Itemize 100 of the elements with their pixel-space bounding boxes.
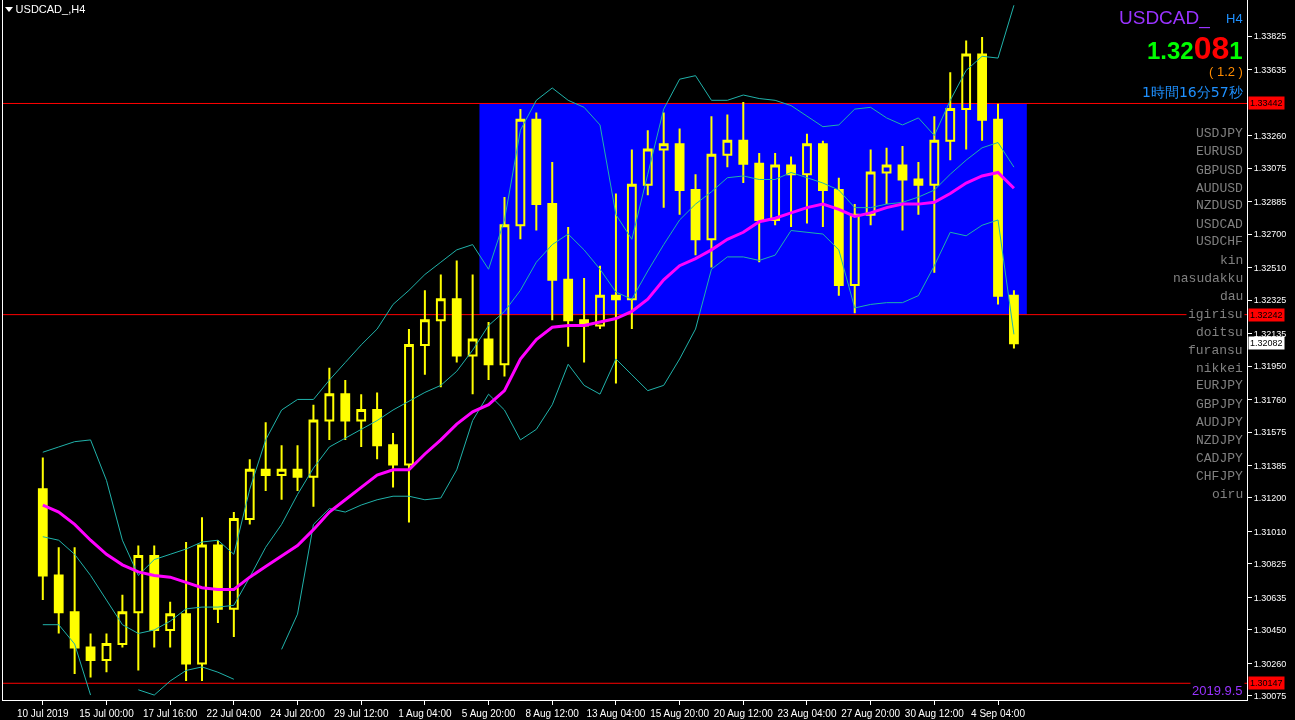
candlestick — [244, 458, 255, 526]
ref-line-label: 1.33442 — [1250, 98, 1283, 108]
candlestick — [85, 632, 96, 679]
candlestick — [340, 379, 351, 441]
candlestick — [531, 111, 542, 232]
candlestick — [595, 264, 605, 331]
text: GBPUSD — [1196, 163, 1244, 178]
y-tick-label: 1.31760 — [1253, 394, 1287, 405]
text: 1時間16分57秒 — [1142, 84, 1243, 100]
chart-title: USDCAD_,H4 — [15, 2, 86, 15]
y-tick-label: 1.33260 — [1253, 130, 1287, 141]
text: 2019.9.5 — [1192, 683, 1243, 698]
x-tick-label: 1 Aug 04:00 — [398, 708, 453, 719]
candlestick — [849, 203, 860, 315]
candlestick — [929, 115, 940, 274]
text: CADJPY — [1196, 451, 1244, 466]
candlestick — [706, 115, 717, 269]
candlestick — [579, 277, 589, 364]
candlestick — [658, 111, 669, 209]
x-tick-label: 4 Sep 04:00 — [971, 708, 1026, 719]
y-tick-label: 1.30260 — [1253, 658, 1287, 669]
candlestick — [324, 366, 335, 441]
text: kin — [1220, 253, 1244, 268]
text: oiru — [1212, 487, 1244, 502]
candlestick — [977, 35, 987, 142]
candlestick — [149, 544, 160, 649]
x-tick-label: 23 Aug 04:00 — [777, 708, 837, 719]
x-tick-label: 15 Jul 00:00 — [79, 708, 135, 719]
y-tick-label: 1.33825 — [1253, 31, 1287, 42]
text: doitsu — [1196, 325, 1243, 340]
candlestick — [626, 148, 637, 331]
candlestick — [1009, 289, 1019, 350]
candlestick — [53, 546, 64, 635]
x-tick-label: 24 Jul 20:00 — [270, 708, 326, 719]
text: CHFJPY — [1196, 469, 1244, 484]
candlestick — [404, 328, 414, 524]
x-tick-label: 10 Jul 2019 — [16, 708, 70, 719]
y-tick-label: 1.32885 — [1253, 196, 1287, 207]
y-tick-label: 1.30635 — [1253, 592, 1287, 603]
y-tick-label: 1.30075 — [1253, 691, 1287, 702]
x-tick-label: 13 Aug 04:00 — [586, 708, 646, 719]
text: USDCAD — [1196, 217, 1244, 232]
candlestick — [37, 456, 48, 602]
candlestick — [786, 155, 796, 228]
candlestick — [611, 192, 621, 385]
y-tick-label: 1.31950 — [1253, 361, 1287, 372]
candlestick — [133, 544, 144, 672]
y-tick-label: 1.32135 — [1253, 328, 1287, 339]
text: nikkei — [1196, 361, 1244, 376]
y-tick-label: 1.32510 — [1253, 262, 1287, 273]
y-tick-label: 1.30450 — [1253, 625, 1287, 636]
candlestick — [388, 431, 398, 489]
y-tick-label: 1.32700 — [1253, 229, 1287, 240]
candlestick — [101, 632, 112, 674]
x-tick-label: 20 Aug 12:00 — [713, 708, 774, 719]
candlestick — [738, 101, 749, 185]
candlestick — [642, 129, 653, 197]
candlestick — [451, 259, 462, 364]
candlestick — [563, 226, 574, 348]
candlestick — [165, 600, 176, 649]
candlestick — [770, 152, 781, 227]
x-tick-label: 22 Jul 04:00 — [206, 708, 262, 719]
candlestick — [372, 391, 383, 461]
x-tick-label: 29 Jul 12:00 — [333, 708, 389, 719]
candlestick — [69, 546, 80, 675]
y-tick-label: 1.31575 — [1253, 427, 1287, 438]
candlestick — [292, 444, 303, 492]
text: USDCHF — [1196, 234, 1243, 249]
y-tick-label: 1.31010 — [1253, 526, 1287, 537]
text: H4 — [1226, 11, 1243, 26]
text: NZDJPY — [1196, 433, 1244, 448]
candlestick — [961, 39, 972, 151]
candlestick — [993, 102, 1003, 306]
candlestick — [228, 511, 239, 638]
text: AUDUSD — [1196, 181, 1244, 196]
candlestick — [897, 145, 908, 232]
x-tick-label: 8 Aug 12:00 — [525, 708, 580, 719]
text: 1.32081 — [1147, 30, 1243, 66]
candlestick — [833, 176, 844, 297]
candlestick — [276, 444, 287, 501]
candlestick — [356, 393, 367, 448]
y-tick-label: 1.32325 — [1253, 295, 1287, 306]
candlestick — [913, 160, 924, 216]
candlestick — [467, 273, 478, 396]
text: USDCAD_ — [1119, 7, 1211, 29]
text: igirisu — [1188, 307, 1243, 322]
y-tick-label: 1.31385 — [1253, 460, 1287, 471]
x-tick-label: 15 Aug 20:00 — [650, 708, 710, 719]
text: furansu — [1188, 343, 1243, 358]
text: NZDUSD — [1196, 198, 1244, 213]
x-tick-label: 30 Aug 12:00 — [904, 708, 965, 719]
text: GBPJPY — [1196, 397, 1244, 412]
candlestick — [499, 196, 510, 378]
text: USDJPY — [1196, 126, 1244, 141]
text: nasudakku — [1173, 271, 1244, 286]
y-tick-label: 1.33635 — [1253, 64, 1287, 75]
candlestick — [483, 321, 494, 382]
y-tick-label: 1.31200 — [1253, 493, 1287, 504]
candlestick — [181, 540, 191, 682]
candlestick — [674, 127, 685, 216]
